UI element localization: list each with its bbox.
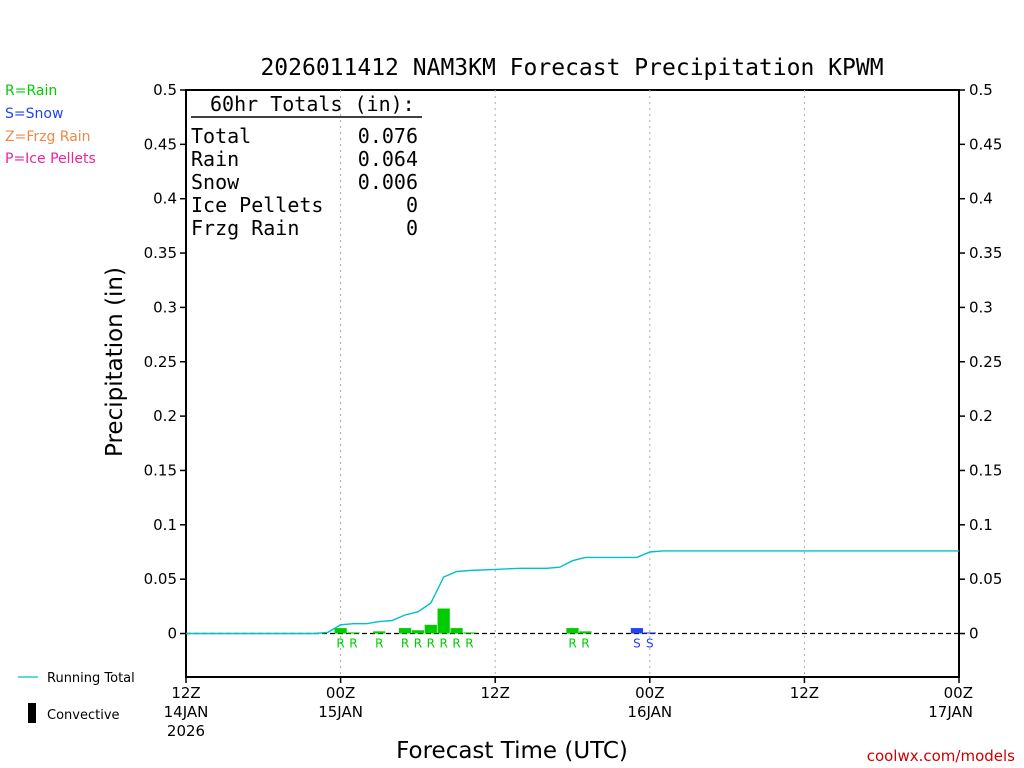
y-tick-label-right: 0.25: [969, 353, 1002, 371]
precip-type-letter: R: [375, 637, 383, 651]
legend-ice-pellets: P=Ice Pellets: [5, 151, 96, 167]
precip-type-letter: R: [427, 637, 435, 651]
y-tick-label-right: 0.45: [969, 135, 1002, 153]
y-tick-label-left: 0.35: [144, 244, 177, 262]
precip-bar: [347, 632, 360, 634]
totals-header: 60hr Totals (in):: [210, 92, 415, 116]
precip-bar: [411, 630, 425, 634]
totals-row-label: Total: [191, 124, 251, 148]
totals-row-label: Frzg Rain: [191, 216, 299, 240]
y-tick-label-right: 0.1: [969, 516, 993, 534]
x-tick-label: 12Z: [171, 684, 200, 702]
precip-type-letter: R: [349, 637, 357, 651]
y-tick-label-left: 0.25: [144, 353, 177, 371]
precip-bar: [437, 608, 450, 634]
precip-bar: [334, 628, 347, 634]
y-tick-label-left: 0: [167, 625, 177, 643]
credit-text: coolwx.com/models: [867, 747, 1015, 765]
y-axis-ticks: 0 00.05 0.050.1 0.10.15 0.150.2 0.20.25 0.250.…: [144, 81, 1003, 643]
precip-bar: [424, 624, 437, 634]
y-tick-label-left: 0.1: [153, 516, 177, 534]
x-tick-label: 00Z: [326, 684, 355, 702]
precip-type-legend: R=Rain S=Snow Z=Frzg Rain P=Ice Pellets: [5, 83, 96, 167]
x-tick-label: 00Z: [944, 684, 973, 702]
totals-row-value: 0.076: [358, 124, 418, 148]
chart-title: 2026011412 NAM3KM Forecast Precipitation…: [260, 55, 883, 81]
convective-legend-label: Convective: [47, 708, 120, 723]
x-tick-label: 2026: [167, 722, 205, 740]
x-tick-label: 16JAN: [627, 703, 672, 721]
precip-bar: [463, 632, 476, 634]
legend-rain: R=Rain: [5, 83, 57, 99]
totals-row-label: Ice Pellets: [191, 193, 323, 217]
series-legend: Running Total Convective: [18, 671, 135, 723]
precip-type-letter: R: [568, 637, 576, 651]
precip-type-letter: R: [414, 637, 422, 651]
precip-type-letter: R: [401, 637, 409, 651]
x-tick-label: 15JAN: [318, 703, 363, 721]
y-tick-label-right: 0: [969, 625, 979, 643]
y-tick-label-left: 0.5: [153, 81, 177, 99]
precip-bar: [643, 632, 656, 634]
totals-row-label: Snow: [191, 170, 240, 194]
x-tick-label: 00Z: [635, 684, 664, 702]
y-tick-label-left: 0.05: [144, 570, 177, 588]
running-total-series: [186, 550, 959, 635]
totals-row-label: Rain: [191, 147, 239, 171]
y-axis-label: Precipitation (in): [102, 267, 128, 457]
precip-type-letter: R: [336, 637, 344, 651]
precip-type-letter: R: [439, 637, 447, 651]
y-tick-label-right: 0.2: [969, 407, 993, 425]
precip-type-letter: R: [465, 637, 473, 651]
running-total-line: [186, 550, 959, 635]
y-tick-label-right: 0.05: [969, 570, 1002, 588]
y-tick-label-left: 0.15: [144, 461, 177, 479]
totals-row-value: 0: [406, 193, 418, 217]
precip-type-letter: R: [581, 637, 589, 651]
precip-bar: [450, 628, 463, 634]
grid-lines: [186, 90, 959, 677]
precip-bar: [373, 631, 386, 634]
x-tick-label: 12Z: [790, 684, 819, 702]
precip-type-letter: S: [646, 637, 654, 651]
x-tick-label: 17JAN: [928, 703, 973, 721]
running-total-legend-label: Running Total: [47, 671, 135, 686]
y-tick-label-right: 0.3: [969, 298, 993, 316]
legend-frzg-rain: Z=Frzg Rain: [5, 129, 91, 145]
y-tick-label-left: 0.2: [153, 407, 177, 425]
x-tick-label: 12Z: [481, 684, 510, 702]
precip-bar: [398, 628, 412, 634]
precip-bar: [566, 628, 579, 634]
totals-row-value: 0.006: [358, 170, 418, 194]
y-tick-label-left: 0.45: [144, 135, 177, 153]
y-tick-label-right: 0.5: [969, 81, 993, 99]
y-tick-label-left: 0.4: [153, 190, 177, 208]
y-tick-label-right: 0.15: [969, 461, 1002, 479]
x-axis-label: Forecast Time (UTC): [396, 738, 628, 764]
totals-row-value: 0: [406, 216, 418, 240]
convective-legend-swatch: [28, 703, 36, 723]
totals-box: 60hr Totals (in): Total 0.076 Rain 0.064 Sno…: [191, 92, 422, 240]
y-tick-label-right: 0.4: [969, 190, 993, 208]
y-tick-label-left: 0.3: [153, 298, 177, 316]
precip-bar: [630, 628, 644, 634]
totals-row-value: 0.064: [358, 147, 418, 171]
precip-bar: [579, 631, 592, 634]
x-tick-label: 14JAN: [164, 703, 209, 721]
precip-type-letter: S: [633, 637, 641, 651]
precip-type-letter: R: [452, 637, 460, 651]
y-tick-label-right: 0.35: [969, 244, 1002, 262]
plot-frame: [185, 89, 960, 678]
legend-snow: S=Snow: [5, 106, 63, 122]
totals-rows: Total 0.076 Rain 0.064 Snow 0.006 Ice Pellets 0…: [191, 124, 418, 240]
